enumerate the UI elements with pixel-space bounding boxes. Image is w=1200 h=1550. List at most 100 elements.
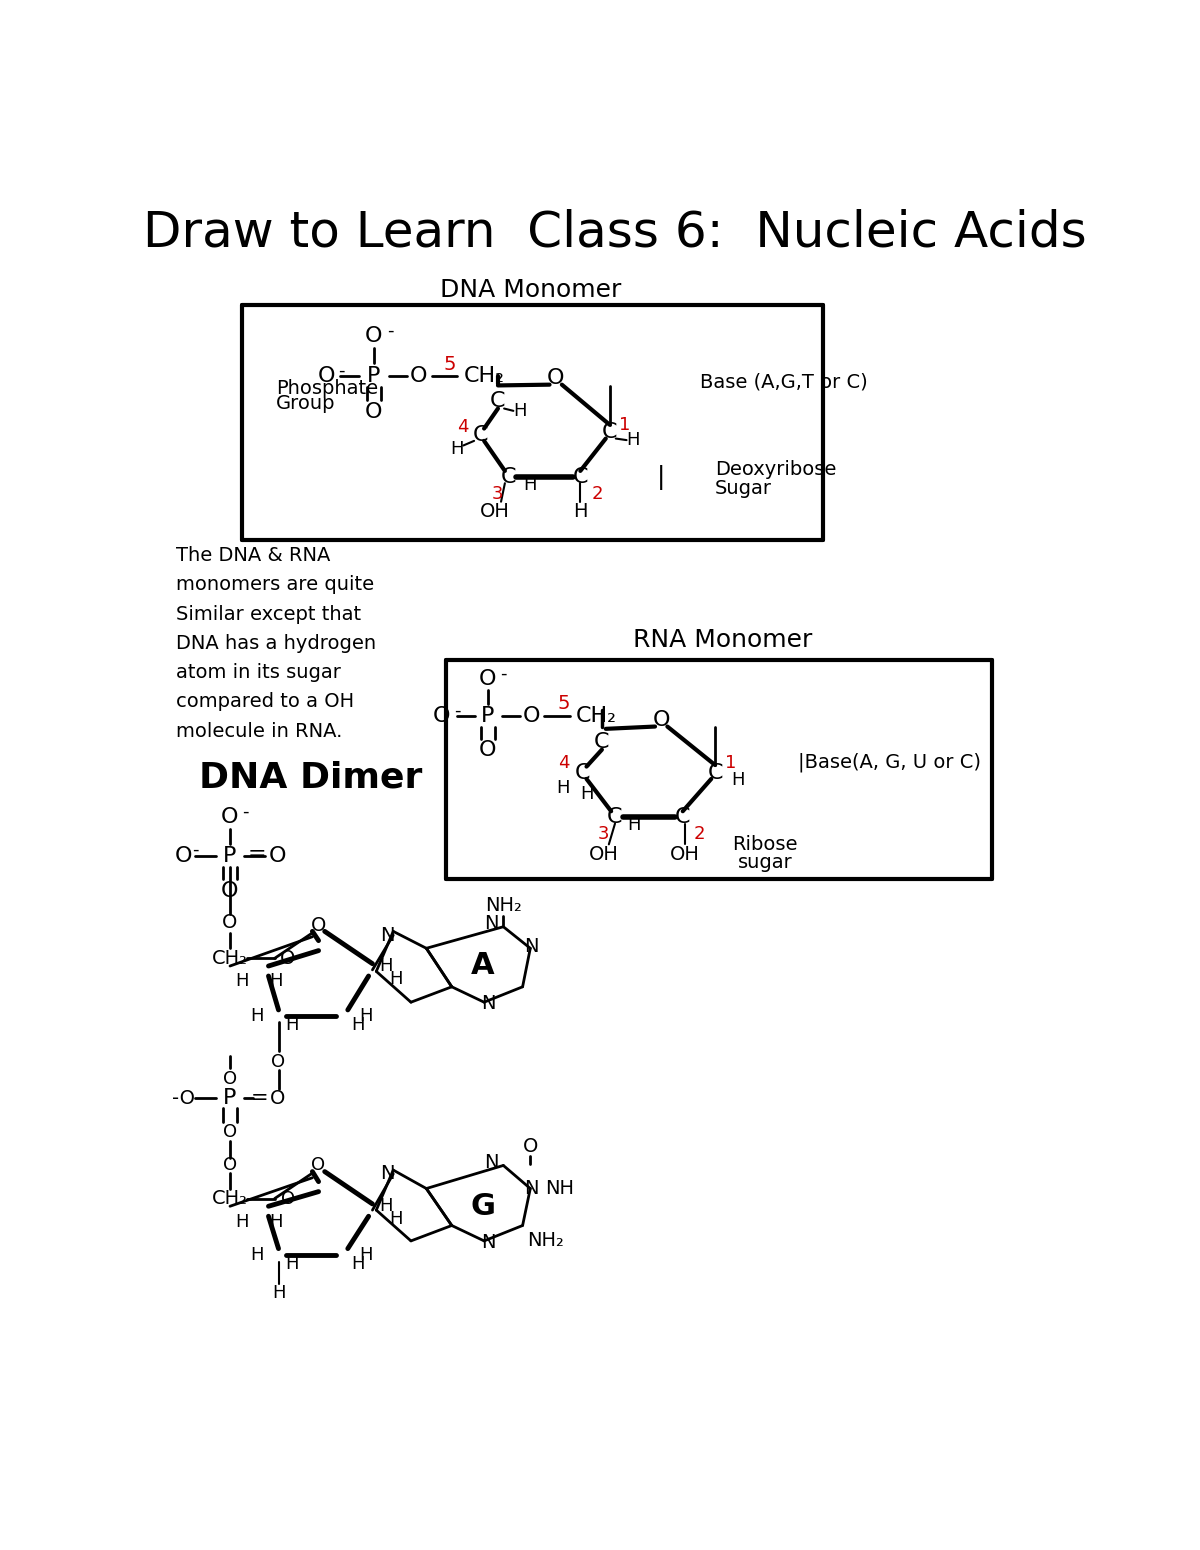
Text: Phosphate: Phosphate [276, 380, 378, 398]
Text: H: H [286, 1017, 299, 1034]
Text: |: | [658, 465, 665, 490]
Text: N: N [481, 994, 496, 1014]
Text: 5: 5 [443, 355, 456, 374]
Text: N: N [485, 1153, 499, 1172]
Text: H: H [379, 956, 394, 975]
Text: O: O [270, 1090, 286, 1108]
Text: O: O [479, 668, 497, 688]
Text: 2: 2 [592, 485, 604, 504]
Text: -: - [500, 665, 506, 682]
Text: 2: 2 [694, 825, 706, 843]
Text: H: H [574, 502, 588, 521]
Text: Draw to Learn  Class 6:  Nucleic Acids: Draw to Learn Class 6: Nucleic Acids [143, 208, 1087, 256]
Text: H: H [450, 440, 464, 457]
Text: -: - [454, 701, 461, 719]
Text: H: H [270, 1212, 283, 1231]
Text: =: = [251, 1088, 268, 1108]
Text: H: H [286, 1256, 299, 1273]
Text: O: O [365, 401, 383, 422]
Text: RNA Monomer: RNA Monomer [634, 628, 812, 653]
Text: H: H [628, 817, 641, 834]
Text: H: H [250, 1246, 264, 1263]
Text: OH: OH [670, 845, 700, 863]
Text: compared to a OH: compared to a OH [176, 693, 354, 711]
Text: H: H [271, 1285, 286, 1302]
Text: H: H [580, 786, 593, 803]
Text: H: H [512, 401, 527, 420]
Text: O: O [311, 916, 326, 935]
Text: -: - [242, 803, 248, 822]
Text: H: H [626, 431, 640, 449]
Text: DNA has a hydrogen: DNA has a hydrogen [176, 634, 377, 653]
Text: H: H [389, 1211, 402, 1228]
Text: =: = [247, 845, 266, 865]
Text: C: C [607, 808, 623, 828]
Text: 4: 4 [457, 418, 469, 436]
Text: H: H [270, 972, 283, 990]
Text: N: N [485, 914, 499, 933]
Text: -: - [386, 322, 394, 339]
Text: DNA Monomer: DNA Monomer [439, 277, 620, 302]
Text: H: H [389, 970, 402, 987]
Text: P: P [223, 1088, 236, 1108]
Text: H: H [379, 1197, 394, 1215]
Text: H: H [359, 1008, 372, 1025]
Text: C: C [602, 423, 617, 442]
Text: CH₂: CH₂ [576, 705, 617, 725]
Text: The DNA & RNA: The DNA & RNA [176, 546, 330, 566]
Text: P: P [367, 366, 380, 386]
Text: 4: 4 [558, 755, 569, 772]
Text: C: C [491, 391, 505, 411]
Text: N: N [524, 1180, 539, 1198]
Text: N: N [481, 1232, 496, 1252]
Text: C: C [572, 467, 588, 487]
Text: C: C [707, 763, 722, 783]
Text: O: O [269, 846, 287, 866]
Text: |Base(A, G, U or C): |Base(A, G, U or C) [798, 752, 982, 772]
Text: Group: Group [276, 394, 336, 414]
Text: DNA Dimer: DNA Dimer [199, 761, 422, 794]
Text: O: O [522, 705, 540, 725]
Text: H: H [732, 772, 745, 789]
Text: C: C [500, 467, 516, 487]
Text: O: O [479, 739, 497, 760]
Text: H: H [352, 1017, 365, 1034]
Text: molecule in RNA.: molecule in RNA. [176, 722, 342, 741]
Text: N: N [380, 1164, 395, 1183]
Text: N: N [524, 938, 539, 956]
Text: H: H [359, 1246, 372, 1263]
Text: P: P [481, 705, 494, 725]
Text: A: A [470, 950, 494, 980]
Text: G: G [470, 1192, 496, 1221]
Text: 1: 1 [619, 415, 631, 434]
Text: O: O [271, 1054, 286, 1071]
Text: O: O [281, 1189, 295, 1207]
Text: Sugar: Sugar [715, 479, 772, 498]
Text: O: O [312, 1156, 325, 1175]
Text: CH₂: CH₂ [463, 366, 505, 386]
Text: N: N [380, 925, 395, 944]
Text: -: - [192, 840, 199, 859]
Text: Ribose: Ribose [732, 835, 798, 854]
Text: O: O [221, 880, 239, 901]
Text: O: O [222, 913, 238, 933]
Text: O: O [523, 1138, 538, 1156]
Text: NH₂: NH₂ [527, 1231, 564, 1251]
Text: O: O [547, 369, 564, 389]
Text: 3: 3 [598, 825, 610, 843]
Text: NH: NH [545, 1180, 574, 1198]
Text: -: - [338, 361, 344, 380]
Text: monomers are quite: monomers are quite [176, 575, 374, 594]
Text: sugar: sugar [738, 853, 792, 871]
Text: O: O [223, 1122, 238, 1141]
Text: H: H [523, 476, 538, 494]
Text: O: O [365, 326, 383, 346]
Text: Base (A,G,T or C): Base (A,G,T or C) [700, 374, 868, 392]
Text: Deoxyribose: Deoxyribose [715, 460, 836, 479]
Text: CH₂: CH₂ [212, 1189, 248, 1207]
Text: C: C [594, 732, 610, 752]
Text: O: O [318, 366, 335, 386]
Text: H: H [557, 780, 570, 797]
Text: Similar except that: Similar except that [176, 604, 361, 623]
Text: atom in its sugar: atom in its sugar [176, 663, 341, 682]
